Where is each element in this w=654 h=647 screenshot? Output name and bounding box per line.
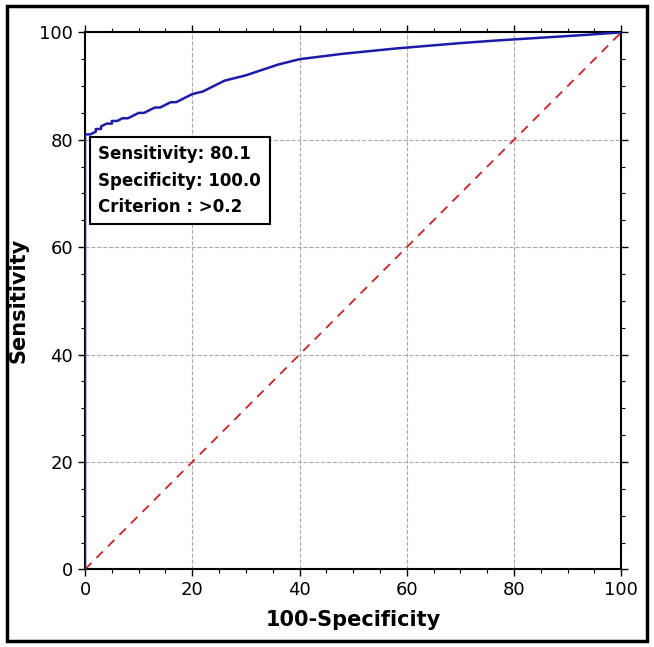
Y-axis label: Sensitivity: Sensitivity [9,238,28,364]
Text: Sensitivity: 80.1
Specificity: 100.0
Criterion : >0.2: Sensitivity: 80.1 Specificity: 100.0 Cri… [98,145,261,216]
X-axis label: 100-Specificity: 100-Specificity [266,610,441,630]
